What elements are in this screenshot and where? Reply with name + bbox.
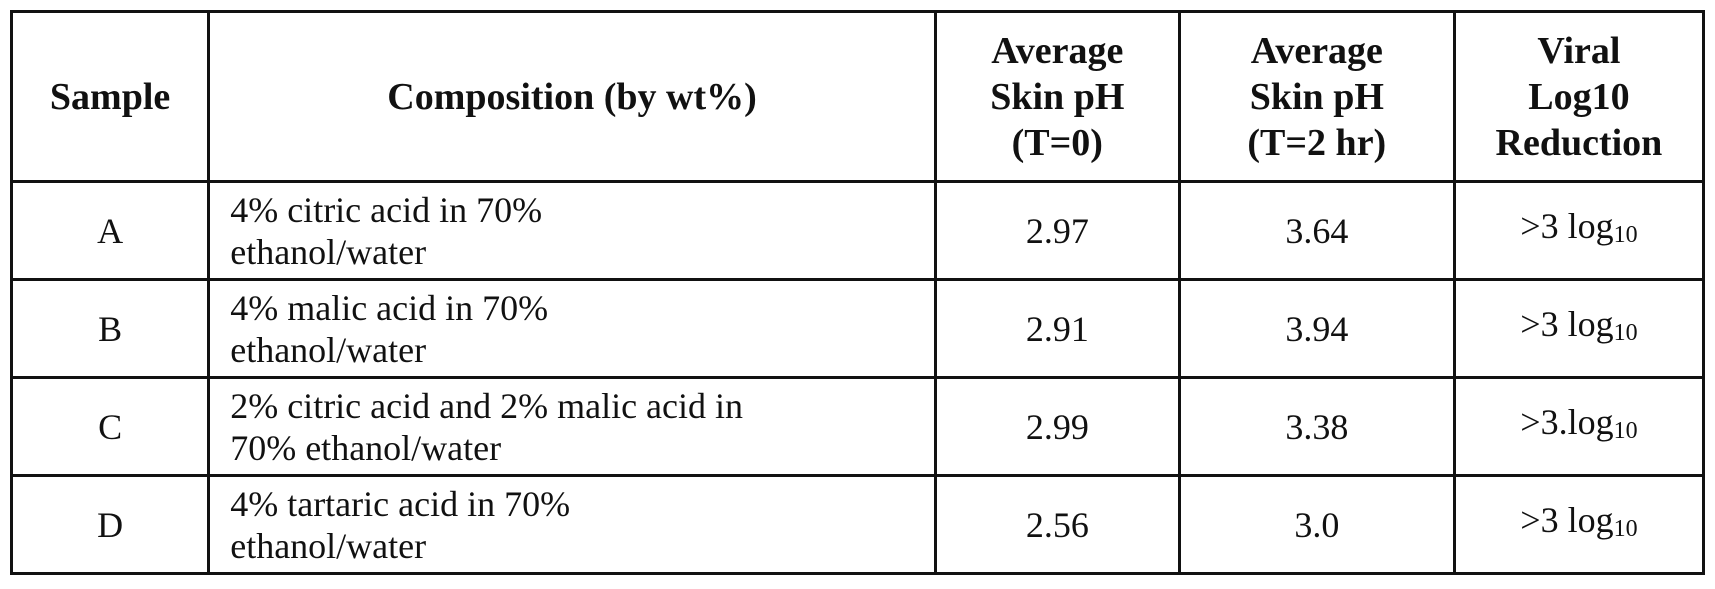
- composition-line: ethanol/water: [230, 329, 922, 371]
- table-row: B 4% malic acid in 70% ethanol/water 2.9…: [12, 280, 1704, 378]
- viral-reduction-subscript: 10: [1614, 222, 1638, 248]
- viral-reduction-cell: >3 log10: [1454, 476, 1703, 574]
- header-viral-line: Log10: [1468, 74, 1690, 120]
- viral-reduction-value: >3.log: [1520, 402, 1613, 442]
- composition-line: 70% ethanol/water: [230, 427, 922, 469]
- header-viral-line: Viral: [1468, 28, 1690, 74]
- composition-line: 2% citric acid and 2% malic acid in: [230, 385, 922, 427]
- ph-t2-cell: 3.0: [1179, 476, 1454, 574]
- results-table: Sample Composition (by wt%) Average Skin…: [10, 10, 1705, 575]
- ph-t0-cell: 2.99: [935, 378, 1179, 476]
- viral-reduction-subscript: 10: [1614, 516, 1638, 542]
- composition-line: ethanol/water: [230, 231, 922, 273]
- table-row: D 4% tartaric acid in 70% ethanol/water …: [12, 476, 1704, 574]
- table-row: A 4% citric acid in 70% ethanol/water 2.…: [12, 182, 1704, 280]
- composition-line: 4% tartaric acid in 70%: [230, 483, 922, 525]
- viral-reduction-cell: >3 log10: [1454, 280, 1703, 378]
- composition-cell: 4% tartaric acid in 70% ethanol/water: [209, 476, 936, 574]
- sample-cell: B: [12, 280, 209, 378]
- header-viral-reduction: Viral Log10 Reduction: [1454, 12, 1703, 182]
- viral-reduction-subscript: 10: [1614, 418, 1638, 444]
- viral-reduction-value: >3 log: [1520, 304, 1613, 344]
- header-row: Sample Composition (by wt%) Average Skin…: [12, 12, 1704, 182]
- header-ph-t0-line: Skin pH: [949, 74, 1166, 120]
- table-row: C 2% citric acid and 2% malic acid in 70…: [12, 378, 1704, 476]
- header-ph-t0-line: Average: [949, 28, 1166, 74]
- viral-reduction-value: >3 log: [1520, 500, 1613, 540]
- viral-reduction-cell: >3 log10: [1454, 182, 1703, 280]
- header-composition: Composition (by wt%): [209, 12, 936, 182]
- header-ph-t0-line: (T=0): [949, 120, 1166, 166]
- header-ph-t0: Average Skin pH (T=0): [935, 12, 1179, 182]
- header-ph-t2-line: Average: [1193, 28, 1441, 74]
- sample-cell: D: [12, 476, 209, 574]
- header-ph-t2: Average Skin pH (T=2 hr): [1179, 12, 1454, 182]
- composition-line: 4% citric acid in 70%: [230, 189, 922, 231]
- header-ph-t2-line: Skin pH: [1193, 74, 1441, 120]
- viral-reduction-value: >3 log: [1520, 206, 1613, 246]
- composition-cell: 4% malic acid in 70% ethanol/water: [209, 280, 936, 378]
- ph-t2-cell: 3.94: [1179, 280, 1454, 378]
- header-viral-line: Reduction: [1468, 120, 1690, 166]
- header-ph-t2-line: (T=2 hr): [1193, 120, 1441, 166]
- ph-t0-cell: 2.91: [935, 280, 1179, 378]
- ph-t2-cell: 3.64: [1179, 182, 1454, 280]
- ph-t2-cell: 3.38: [1179, 378, 1454, 476]
- composition-cell: 4% citric acid in 70% ethanol/water: [209, 182, 936, 280]
- viral-reduction-cell: >3.log10: [1454, 378, 1703, 476]
- results-table-container: Sample Composition (by wt%) Average Skin…: [10, 10, 1705, 575]
- sample-cell: C: [12, 378, 209, 476]
- composition-line: 4% malic acid in 70%: [230, 287, 922, 329]
- ph-t0-cell: 2.56: [935, 476, 1179, 574]
- header-sample: Sample: [12, 12, 209, 182]
- ph-t0-cell: 2.97: [935, 182, 1179, 280]
- viral-reduction-subscript: 10: [1614, 320, 1638, 346]
- composition-line: ethanol/water: [230, 525, 922, 567]
- composition-cell: 2% citric acid and 2% malic acid in 70% …: [209, 378, 936, 476]
- sample-cell: A: [12, 182, 209, 280]
